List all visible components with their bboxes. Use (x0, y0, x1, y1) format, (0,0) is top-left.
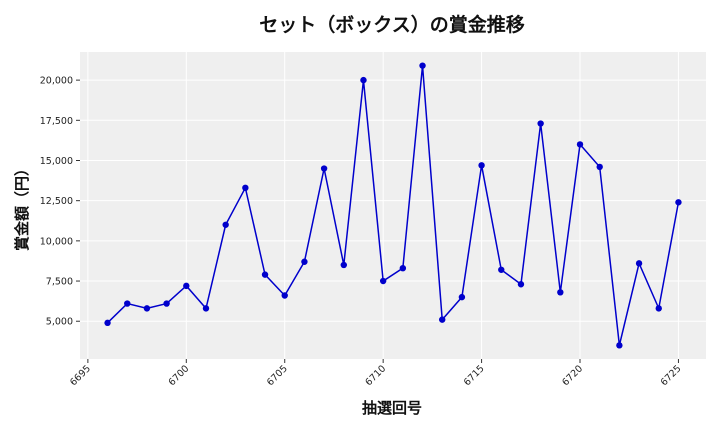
x-tick-label: 6705 (265, 363, 290, 388)
y-tick-label: 7,500 (46, 277, 73, 288)
x-tick-label: 6715 (462, 363, 487, 388)
data-point (124, 300, 131, 307)
data-point (537, 120, 544, 127)
x-tick-label: 6720 (560, 363, 585, 388)
data-point (635, 260, 643, 267)
data-point (320, 165, 328, 172)
data-point (143, 305, 151, 312)
data-point (281, 292, 288, 299)
data-point (340, 261, 347, 269)
plot-area (80, 52, 706, 359)
y-tick-label: 20,000 (40, 76, 73, 87)
data-point (517, 281, 525, 288)
data-point (202, 305, 210, 312)
data-point (616, 342, 623, 349)
data-point (458, 293, 466, 301)
data-point (675, 199, 682, 206)
series-line (107, 65, 680, 346)
data-point (222, 221, 229, 228)
data-point (557, 289, 564, 296)
data-point (104, 319, 111, 327)
data-point (655, 305, 662, 312)
data-point (576, 141, 584, 148)
y-axis-title: 賞金額（円） (13, 161, 31, 251)
data-point (360, 76, 367, 84)
grid-layer (80, 52, 706, 359)
data-point (261, 271, 269, 278)
data-point (596, 163, 603, 171)
y-tick-label: 10,000 (40, 236, 73, 247)
x-tick-label: 6725 (659, 363, 684, 388)
data-point (163, 300, 170, 307)
y-tick-label: 5,000 (46, 317, 73, 328)
data-point (379, 277, 387, 285)
data-point (498, 266, 505, 273)
y-tick-label: 17,500 (40, 116, 73, 127)
data-point (242, 184, 249, 192)
y-tick-label: 12,500 (40, 196, 73, 207)
data-points (104, 62, 682, 349)
chart-title: セット（ボックス）の賞金推移 (259, 13, 524, 36)
data-point (439, 316, 446, 323)
x-tick-label: 6695 (68, 363, 93, 388)
data-point (183, 282, 190, 290)
data-point (478, 162, 485, 169)
x-axis-title: 抽選回号 (362, 399, 422, 417)
data-point (301, 258, 308, 265)
data-point (419, 62, 426, 69)
y-tick-label: 15,000 (40, 156, 73, 167)
x-tick-label: 6710 (363, 363, 388, 388)
data-point (399, 264, 407, 272)
x-tick-label: 6700 (167, 363, 192, 388)
